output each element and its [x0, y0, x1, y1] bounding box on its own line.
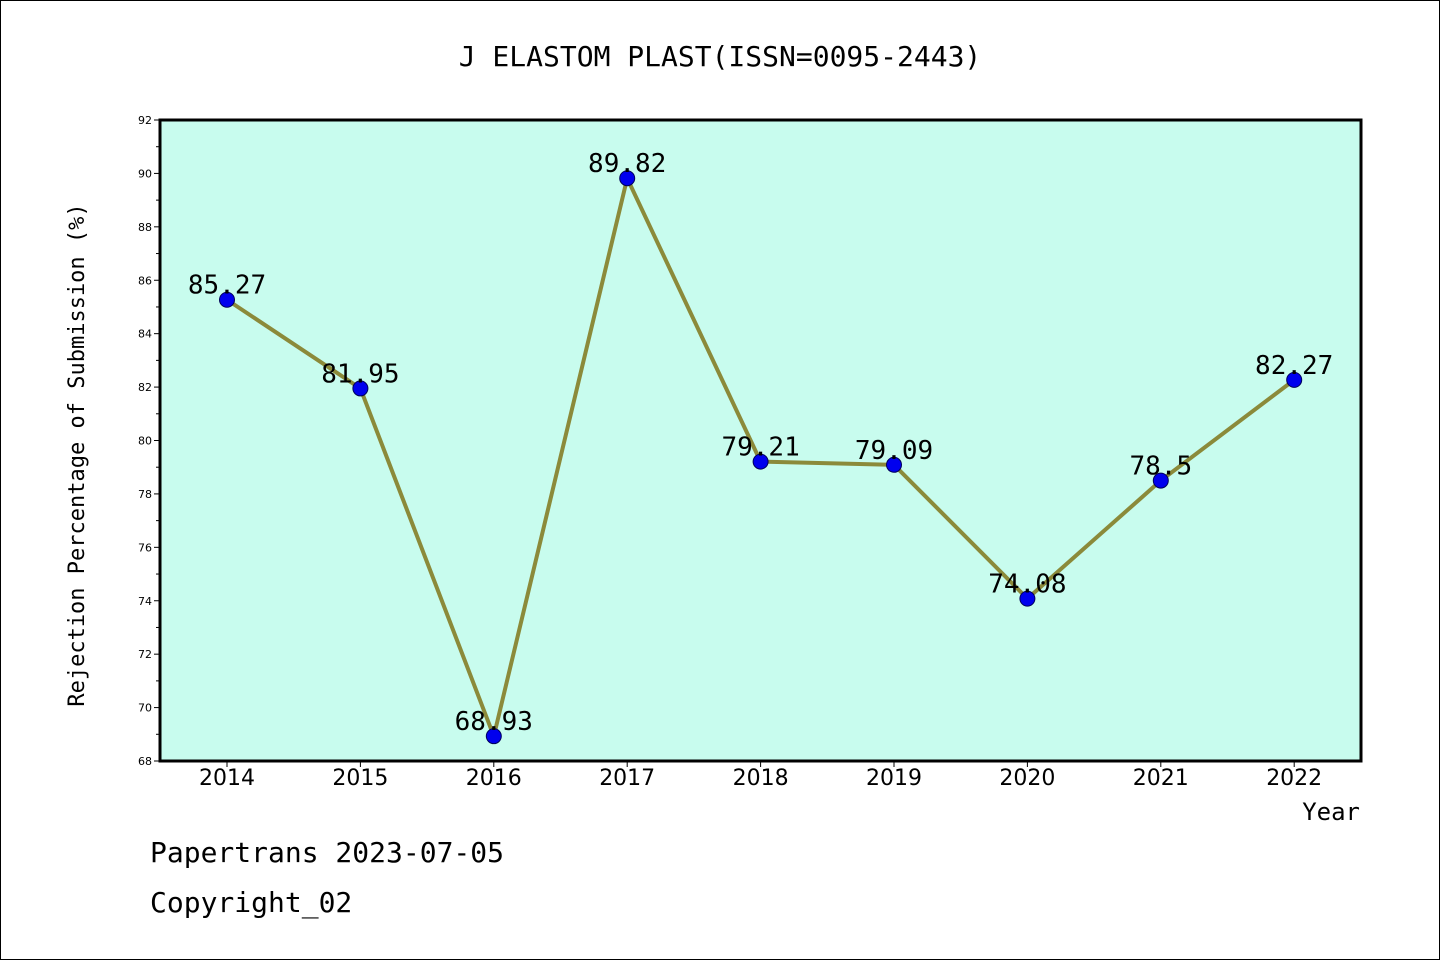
- data-label: 79.21: [721, 433, 799, 463]
- x-tick-label: 2022: [1266, 766, 1322, 791]
- data-point-marker: [1152, 472, 1169, 489]
- data-label: 82.27: [1255, 351, 1333, 381]
- y-tick-label: 80: [138, 435, 152, 448]
- y-tick-label: 74: [138, 595, 152, 608]
- x-axis-label: Year: [1302, 798, 1360, 826]
- data-label: 85.27: [188, 271, 266, 301]
- data-label: 74.08: [988, 570, 1066, 600]
- footer-date: Papertrans 2023-07-05: [150, 836, 505, 869]
- y-tick-label: 72: [138, 648, 152, 661]
- chart-title: J ELASTOM PLAST(ISSN=0095-2443): [459, 40, 982, 73]
- x-tick-label: 2019: [866, 766, 922, 791]
- data-point-marker: [219, 291, 235, 308]
- data-point-marker: [485, 728, 502, 745]
- footer-copyright: Copyright_02: [150, 886, 353, 919]
- y-tick-label: 82: [138, 381, 152, 394]
- data-point-marker: [1286, 371, 1303, 388]
- data-point-marker: [352, 380, 369, 397]
- data-label: 89.82: [588, 149, 666, 179]
- x-tick-label: 2017: [599, 766, 655, 791]
- y-axis-label: Rejection Percentage of Submission (%): [65, 203, 90, 706]
- data-label: 81.95: [321, 359, 399, 389]
- x-tick-label: 2020: [999, 766, 1055, 791]
- y-tick-label: 92: [138, 114, 152, 127]
- y-tick-label: 90: [138, 167, 152, 180]
- x-tick-label: 2018: [733, 766, 789, 791]
- y-tick-label: 86: [138, 274, 152, 287]
- x-tick-label: 2016: [466, 766, 522, 791]
- y-tick-label: 88: [138, 221, 152, 234]
- y-tick-label: 70: [138, 702, 152, 715]
- x-tick-label: 2021: [1133, 766, 1189, 791]
- data-label: 68.93: [455, 707, 533, 737]
- data-label: 79.09: [855, 436, 933, 466]
- x-tick-label: 2014: [199, 766, 255, 791]
- x-tick-label: 2015: [332, 766, 388, 791]
- data-point-marker: [886, 456, 902, 473]
- y-tick-label: 68: [138, 755, 152, 768]
- data-point-marker: [1019, 590, 1036, 607]
- y-tick-label: 78: [138, 488, 152, 501]
- data-point-marker: [752, 453, 769, 470]
- plot-area: [158, 118, 1363, 763]
- data-point-marker: [619, 170, 636, 187]
- y-tick-label: 84: [138, 328, 152, 341]
- data-label: 78.5: [1129, 452, 1192, 482]
- y-tick-label: 76: [138, 541, 152, 554]
